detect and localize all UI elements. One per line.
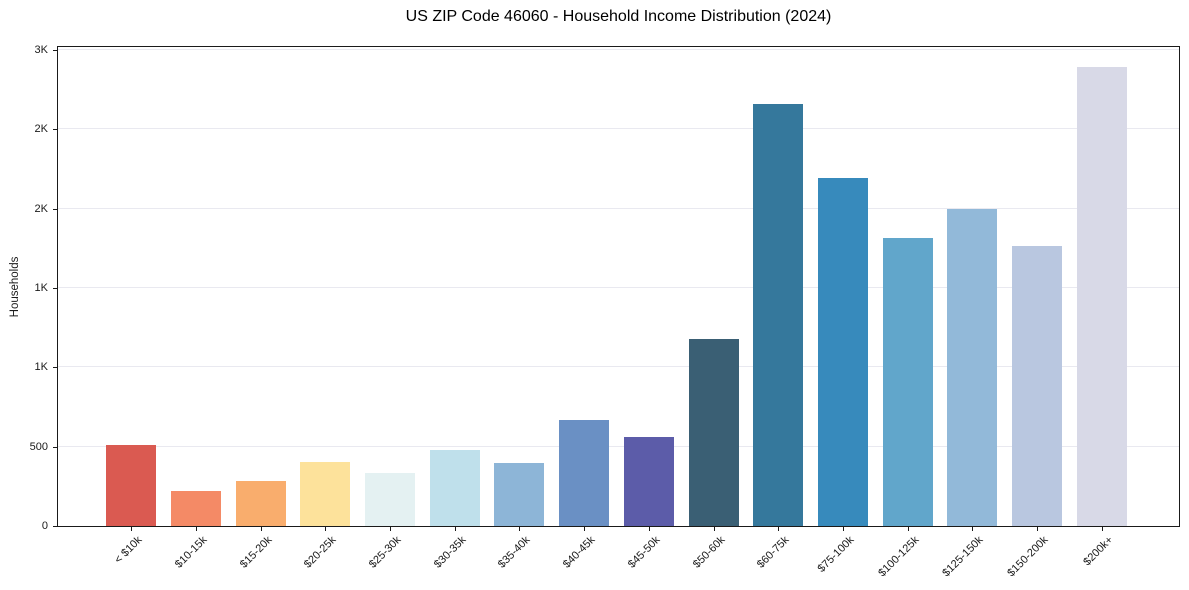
y-tick-label: 0	[41, 520, 48, 532]
x-tick-label: $60-75k	[755, 534, 792, 571]
x-tick-label: $35-40k	[496, 534, 533, 571]
x-tick-label: $50-60k	[690, 534, 728, 571]
y-tick-label: 2K	[34, 202, 48, 215]
x-tick-mark	[454, 527, 456, 531]
x-tick-label: < $10k	[112, 534, 145, 567]
x-tick-mark	[519, 527, 521, 531]
bar	[429, 449, 480, 526]
x-tick-label: $150-200k	[1005, 534, 1051, 580]
x-tick-mark	[325, 527, 327, 531]
bar	[817, 178, 868, 526]
gridline	[58, 207, 1179, 209]
y-tick-mark	[53, 208, 57, 210]
x-tick-mark	[1101, 527, 1103, 531]
x-tick-label: $15-20k	[237, 534, 275, 571]
gridline	[58, 445, 1179, 447]
bar	[365, 472, 416, 526]
x-tick-label: $75-100k	[815, 534, 857, 575]
y-tick-label: 1K	[34, 281, 48, 294]
bar	[235, 480, 286, 526]
x-tick-mark	[842, 527, 844, 531]
y-tick-mark	[53, 287, 57, 289]
bar	[171, 491, 222, 526]
bar	[106, 445, 157, 526]
y-tick-label: 2K	[34, 123, 48, 136]
x-tick-mark	[972, 527, 974, 531]
y-tick-mark	[53, 526, 57, 527]
bar	[559, 420, 610, 526]
y-tick-label: 3K	[34, 43, 48, 56]
y-tick-mark	[53, 446, 57, 448]
x-tick-mark	[648, 527, 650, 531]
bar	[947, 209, 998, 526]
y-tick-mark	[53, 49, 57, 51]
bar	[1076, 67, 1127, 526]
bar	[1011, 245, 1062, 526]
x-tick-label: $10-15k	[172, 534, 210, 571]
x-tick-label: $30-35k	[431, 534, 469, 571]
bar	[494, 463, 545, 526]
x-tick-mark	[778, 527, 780, 531]
x-tick-label: $20-25k	[302, 534, 339, 571]
bar	[688, 339, 739, 526]
y-tick-label: 1K	[34, 361, 48, 374]
bar	[300, 461, 351, 526]
y-tick-mark	[53, 367, 57, 369]
gridline	[58, 48, 1179, 50]
x-tick-label: $45-50k	[625, 534, 663, 571]
x-tick-mark	[196, 527, 198, 531]
x-tick-mark	[713, 527, 715, 531]
gridline	[58, 366, 1179, 368]
x-tick-mark	[260, 527, 262, 531]
x-tick-mark	[390, 527, 392, 531]
x-tick-mark	[1036, 527, 1038, 531]
bar	[882, 237, 933, 526]
x-tick-label: $100-125k	[875, 534, 922, 580]
x-tick-label: $125-150k	[940, 534, 986, 580]
y-tick-label: 500	[29, 440, 48, 453]
gridline	[58, 286, 1179, 288]
x-tick-label: $25-30k	[366, 534, 404, 571]
chart-title: US ZIP Code 46060 - Household Income Dis…	[405, 8, 832, 25]
y-tick-mark	[53, 129, 57, 131]
gridline	[58, 128, 1179, 130]
bar	[753, 103, 804, 526]
x-tick-label: $40-45k	[561, 534, 598, 571]
bar	[623, 437, 674, 526]
plot-area	[57, 46, 1180, 527]
x-tick-mark	[907, 527, 909, 531]
x-tick-mark	[131, 527, 133, 531]
x-tick-mark	[584, 527, 586, 531]
x-tick-label: $200k+	[1080, 534, 1116, 569]
